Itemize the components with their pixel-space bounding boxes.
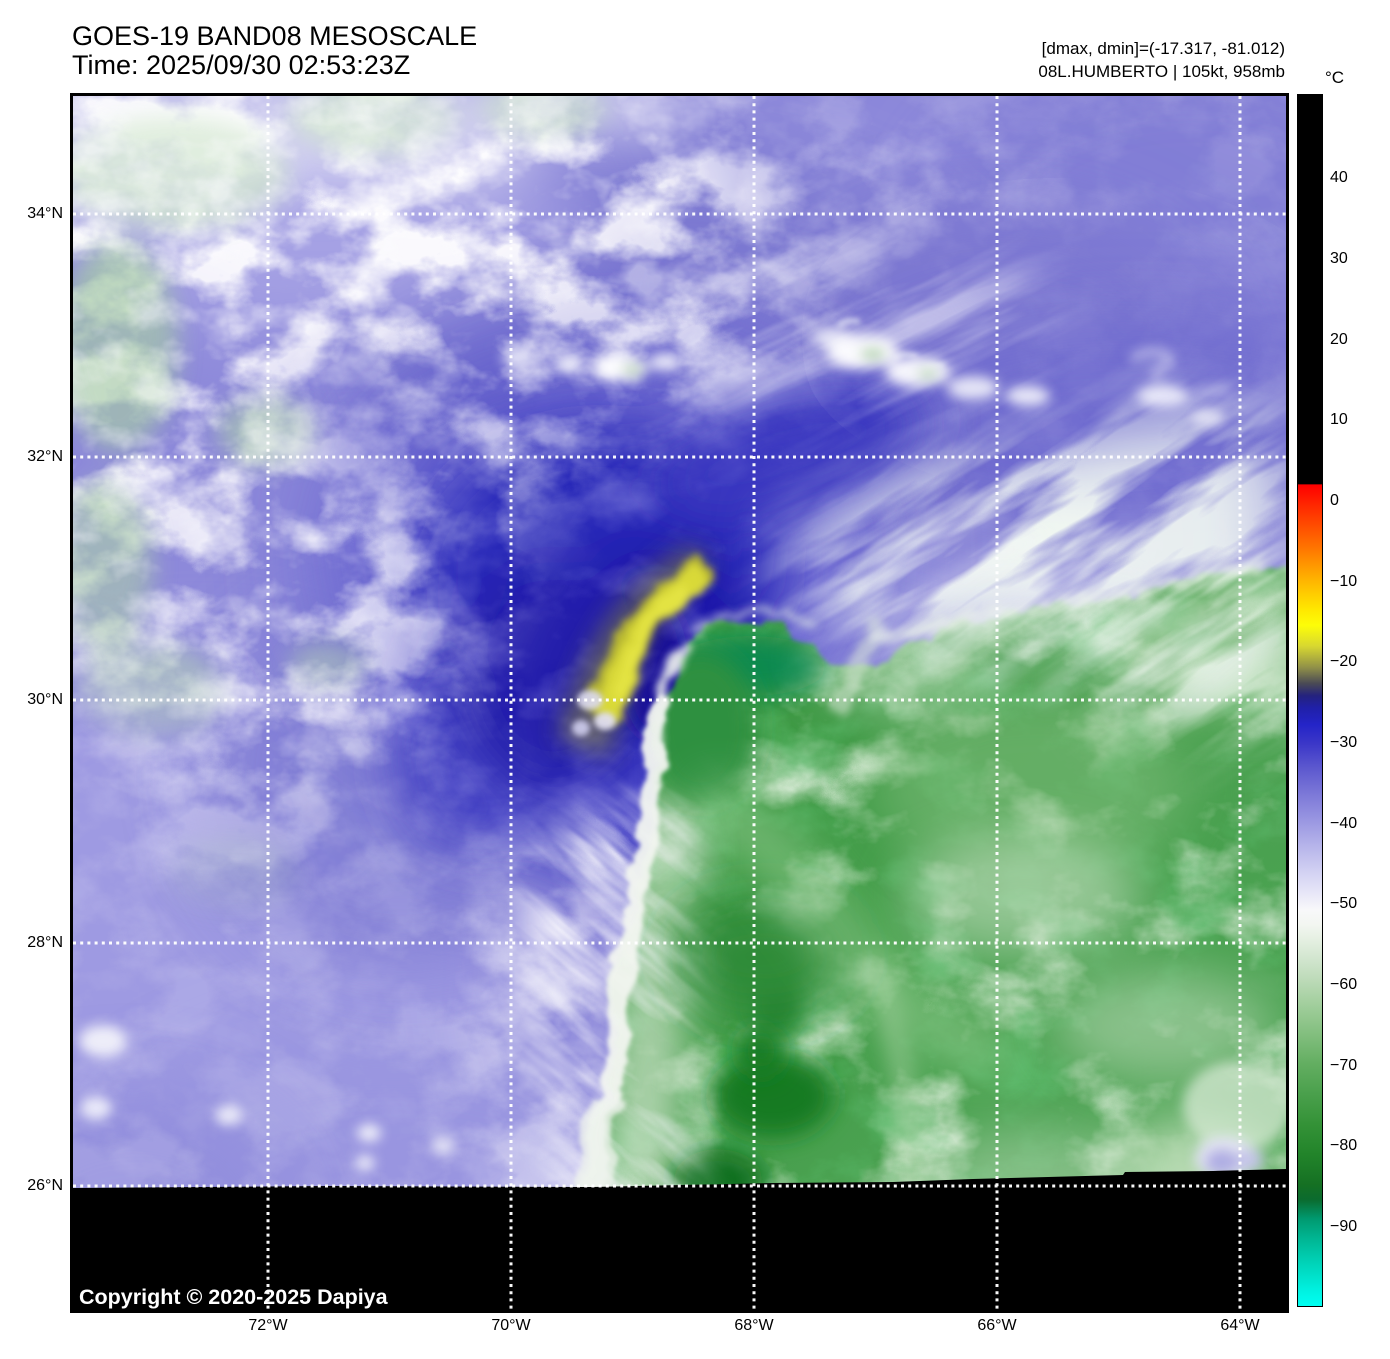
- svg-text:Copyright © 2020-2025 Dapiya: Copyright © 2020-2025 Dapiya: [79, 1285, 389, 1309]
